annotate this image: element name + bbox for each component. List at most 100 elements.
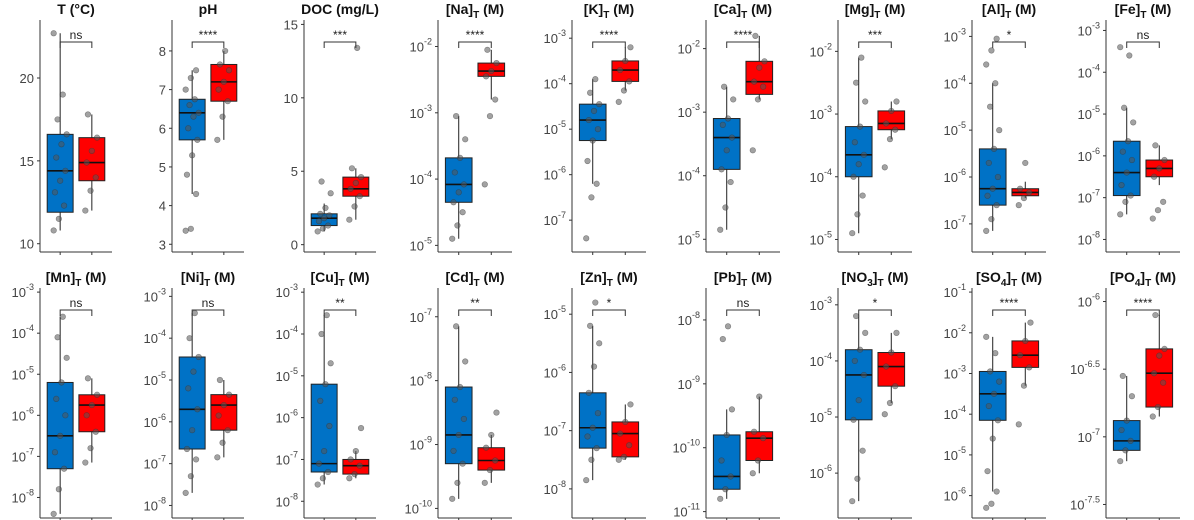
data-point — [194, 406, 201, 413]
tick-base: 20 — [20, 71, 34, 86]
title-subscript: T — [741, 10, 747, 21]
tick-base: 10 — [410, 40, 424, 55]
title-main: [Na] — [446, 1, 473, 17]
tick-exponent: -2 — [692, 39, 700, 49]
data-point — [590, 363, 598, 370]
tick-exponent: -11 — [688, 502, 700, 512]
y-tick-label: 7 — [159, 83, 166, 98]
data-point — [60, 202, 68, 209]
data-point — [1124, 138, 1132, 145]
tick-exponent: -5 — [958, 120, 966, 130]
title-subscript: T — [603, 10, 609, 21]
tick-base: 10 — [944, 123, 958, 138]
y-tick-label: 10-8 — [12, 487, 34, 505]
data-point — [53, 395, 60, 402]
data-point — [860, 371, 868, 379]
y-tick-label: 10-5 — [810, 407, 832, 425]
box-group-a — [978, 333, 1007, 511]
data-point — [593, 180, 600, 187]
data-point — [1156, 165, 1163, 172]
data-point — [214, 454, 221, 461]
data-point — [754, 96, 762, 103]
data-point — [1150, 173, 1158, 180]
data-point — [983, 227, 990, 235]
title-unit: (M) — [81, 269, 106, 285]
box-group-b — [477, 409, 506, 486]
data-point — [627, 401, 634, 408]
data-point — [492, 457, 499, 464]
data-point — [1161, 156, 1168, 164]
box-group-b — [1145, 311, 1174, 420]
title-subscript: 4 — [1001, 278, 1007, 289]
tick-base: 10 — [276, 369, 290, 384]
data-point — [1022, 159, 1029, 167]
data-point — [462, 136, 469, 143]
tick-base: 10 — [1078, 149, 1092, 164]
data-point — [57, 177, 64, 184]
data-point — [88, 147, 95, 155]
panel-16: [NO3]T (M)10-610-510-410-3 * — [810, 269, 912, 520]
data-point — [225, 67, 233, 74]
data-point — [314, 228, 321, 235]
y-tick-label: 10-8 — [276, 491, 298, 509]
data-point — [718, 457, 725, 464]
data-point — [881, 164, 888, 171]
tick-exponent: -3 — [958, 26, 966, 36]
data-point — [1156, 352, 1163, 359]
data-point — [450, 199, 457, 206]
tick-base: 10 — [1078, 191, 1092, 206]
data-point — [723, 431, 730, 439]
tick-exponent: -4 — [290, 324, 298, 334]
tick-base: 10 — [20, 237, 34, 252]
y-tick-label: 10-8 — [678, 310, 700, 328]
box — [1112, 140, 1141, 197]
data-point — [730, 96, 737, 103]
tick-base: 10 — [944, 326, 958, 341]
y-tick-label: 10-2 — [410, 37, 432, 55]
data-point — [983, 333, 990, 340]
data-point — [888, 107, 895, 115]
y-tick-label: 5 — [291, 164, 298, 179]
tick-exponent: -6 — [558, 165, 566, 175]
tick-base: 10 — [12, 367, 26, 382]
panel-4: [Na]T (M)10-510-410-310-2 **** — [410, 1, 512, 255]
data-point — [1128, 156, 1136, 164]
data-point — [318, 178, 325, 185]
box-group-a — [46, 30, 74, 234]
data-point — [324, 222, 332, 229]
data-point — [1128, 393, 1136, 400]
tick-base: 10 — [678, 105, 692, 120]
data-point — [1130, 119, 1137, 126]
box-group-b — [745, 393, 774, 477]
significance-bracket — [323, 309, 357, 316]
title-unit: (M) — [1017, 269, 1042, 285]
tick-exponent: -4 — [958, 73, 966, 83]
data-point — [324, 468, 332, 476]
y-tick-label: 15 — [284, 17, 298, 32]
data-point — [587, 322, 594, 329]
y-tick-label: 10-6 — [544, 362, 566, 380]
box — [477, 447, 506, 471]
box-group-b — [611, 44, 640, 105]
data-point — [1150, 370, 1158, 377]
data-point — [854, 475, 861, 482]
box-group-a — [178, 67, 206, 234]
tick-base: 6 — [159, 121, 166, 136]
y-tick-label: 10-7 — [144, 454, 166, 472]
data-point — [862, 98, 869, 105]
tick-base: 10 — [544, 365, 558, 380]
data-point — [1020, 195, 1028, 202]
data-point — [626, 78, 633, 85]
significance-label: ** — [335, 296, 345, 310]
data-point — [859, 192, 866, 199]
title-main: [PO — [1110, 269, 1135, 285]
data-point — [588, 194, 595, 201]
data-point — [462, 358, 469, 365]
data-point — [82, 207, 89, 214]
data-point — [983, 504, 990, 511]
title-main: [Mg] — [845, 1, 875, 17]
tick-base: 10 — [12, 408, 26, 423]
title-unit: (M) — [210, 269, 235, 285]
significance-label: **** — [1000, 296, 1019, 310]
tick-exponent: -7 — [558, 210, 566, 220]
